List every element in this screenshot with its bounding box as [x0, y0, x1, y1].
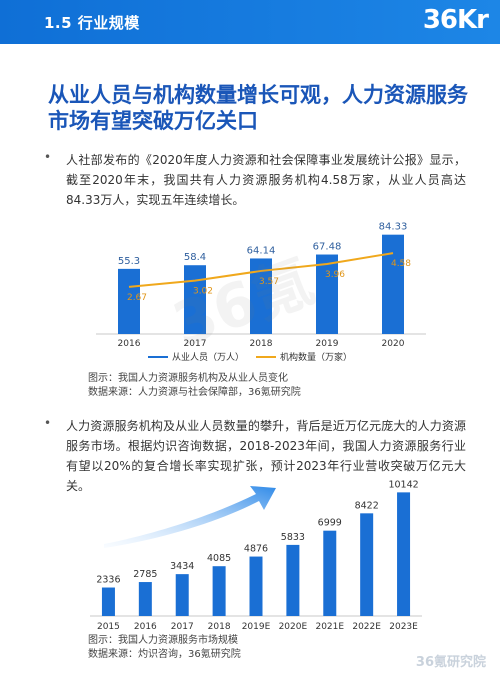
bar-market-size	[138, 582, 152, 616]
bar-staff	[184, 265, 206, 334]
bar-staff	[382, 234, 404, 334]
x-tick-label: 2017	[171, 622, 194, 632]
x-tick-label: 2021E	[315, 622, 344, 632]
bar-market-size	[286, 544, 300, 616]
line-institutions	[128, 252, 394, 288]
bar-market-size	[323, 530, 337, 616]
brand-logo: 36Kr	[422, 5, 489, 35]
bar-staff	[316, 254, 338, 334]
bar-market-size	[101, 587, 115, 616]
bar-staff	[118, 268, 140, 334]
x-tick-label: 2017	[184, 339, 207, 349]
bar-label-market-size: 5833	[281, 532, 305, 543]
x-tick-label: 2015	[97, 622, 120, 632]
bar-market-size	[175, 574, 189, 616]
x-tick-label: 2022E	[352, 622, 381, 632]
page-title: 从业人员与机构数量增长可观，人力资源服务市场有望突破万亿关口	[48, 83, 468, 133]
bar-label-staff: 84.33	[379, 222, 408, 233]
x-tick-label: 2020	[382, 339, 405, 349]
bar-label-market-size: 3434	[170, 561, 194, 572]
bar-label-market-size: 2336	[96, 575, 120, 586]
chart1-caption: 图示：我国人力资源服务机构及从业人员变化 数据来源：人力资源与社会保障部，36氪…	[88, 372, 301, 400]
bar-staff	[250, 258, 272, 334]
bar-market-size	[360, 513, 374, 616]
legend-label-institutions: 机构数量（万家）	[280, 351, 352, 363]
section-header: 1.5 行业规模 36Kr	[0, 0, 500, 44]
paragraph-1: 人社部发布的《2020年度人力资源和社会保障事业发展统计公报》显示，截至2020…	[66, 153, 466, 207]
bar-label-market-size: 8422	[355, 500, 379, 511]
bullet-1: •	[44, 150, 52, 164]
paragraph-2: 人力资源服务机构及从业人员数量的攀升，背后是近万亿元庞大的人力资源服务市场。根据…	[66, 419, 466, 493]
x-tick-label: 2019E	[242, 622, 271, 632]
legend-label-staff: 从业人员（万人）	[172, 352, 244, 363]
bar-label-market-size: 10142	[388, 479, 418, 490]
x-tick-label: 2018	[250, 339, 273, 349]
line-label-institutions: 4.58	[391, 259, 411, 269]
bar-market-size	[397, 492, 411, 616]
bar-label-staff: 64.14	[247, 245, 276, 256]
bar-market-size	[212, 566, 226, 616]
footer-logo: 36氪研究院	[415, 655, 486, 670]
x-tick-label: 2023E	[389, 622, 418, 632]
section-title: 1.5 行业规模	[44, 14, 140, 32]
bar-label-market-size: 4876	[244, 544, 268, 555]
chart1-caption-source: 数据来源：人力资源与社会保障部，36氪研究院	[88, 387, 301, 398]
line-label-institutions: 3.02	[193, 287, 213, 297]
line-label-institutions: 3.96	[325, 270, 345, 280]
x-tick-label: 2020E	[279, 622, 308, 632]
bar-label-market-size: 4085	[207, 553, 231, 564]
bar-label-staff: 67.48	[313, 242, 342, 253]
bar-label-staff: 58.4	[184, 252, 206, 263]
bar-label-staff: 55.3	[118, 256, 140, 267]
line-label-institutions: 2.67	[127, 293, 147, 303]
chart2-caption: 图示：我国人力资源服务市场规模 数据来源：灼识咨询，36氪研究院	[88, 634, 241, 662]
x-tick-label: 2016	[118, 339, 141, 349]
bar-label-market-size: 6999	[318, 518, 342, 529]
chart1-caption-title: 图示：我国人力资源服务机构及从业人员变化	[88, 373, 288, 384]
x-tick-label: 2016	[134, 622, 157, 632]
x-tick-label: 2019	[316, 339, 339, 349]
line-label-institutions: 3.57	[259, 277, 279, 287]
x-tick-label: 2018	[208, 622, 231, 632]
chart-market-size: 2336 2015 2785 2016 3434 2017 4085 2018 4876 2019…	[90, 479, 422, 632]
trend-arrow-icon	[104, 486, 276, 548]
bullet-2: •	[44, 416, 52, 430]
bar-label-market-size: 2785	[133, 569, 157, 580]
bar-market-size	[249, 556, 263, 616]
chart2-caption-source: 数据来源：灼识咨询，36氪研究院	[88, 649, 241, 660]
chart-staff-institutions: 55.3 2016 58.4 2017 64.14 2018 67.48 2019 84.33 2…	[96, 222, 426, 363]
chart2-caption-title: 图示：我国人力资源服务市场规模	[88, 635, 238, 646]
